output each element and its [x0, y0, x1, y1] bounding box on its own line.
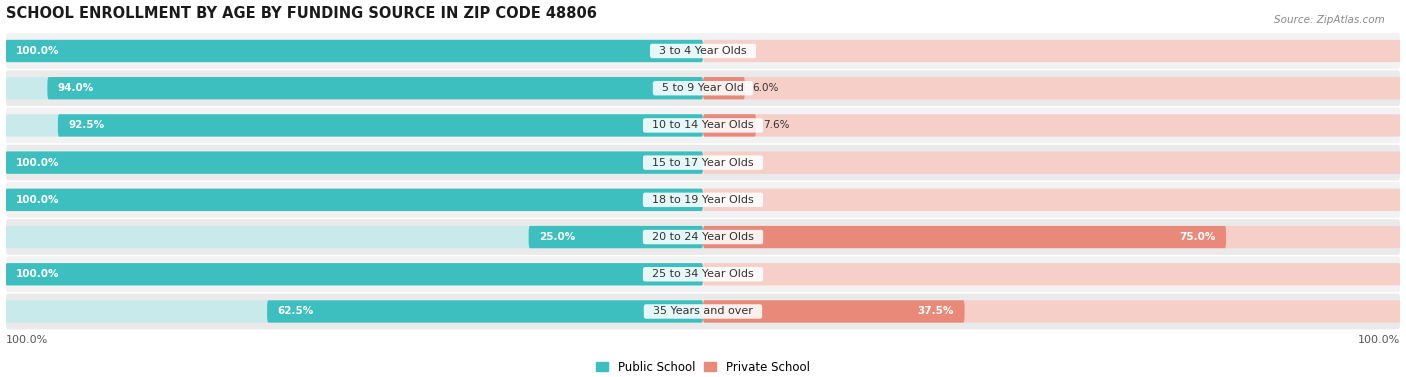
Text: 15 to 17 Year Olds: 15 to 17 Year Olds: [645, 158, 761, 168]
FancyBboxPatch shape: [6, 182, 1400, 218]
Text: 62.5%: 62.5%: [277, 307, 314, 316]
Text: 92.5%: 92.5%: [69, 120, 104, 130]
Text: 100.0%: 100.0%: [15, 195, 59, 205]
FancyBboxPatch shape: [6, 77, 703, 100]
Text: 7.6%: 7.6%: [763, 120, 790, 130]
FancyBboxPatch shape: [6, 33, 1400, 69]
FancyBboxPatch shape: [6, 107, 1400, 143]
Legend: Public School, Private School: Public School, Private School: [596, 361, 810, 374]
Text: 10 to 14 Year Olds: 10 to 14 Year Olds: [645, 120, 761, 130]
FancyBboxPatch shape: [6, 263, 703, 285]
Text: 35 Years and over: 35 Years and over: [647, 307, 759, 316]
FancyBboxPatch shape: [6, 70, 1400, 106]
Text: 25.0%: 25.0%: [538, 232, 575, 242]
FancyBboxPatch shape: [6, 145, 1400, 181]
FancyBboxPatch shape: [703, 114, 1400, 136]
FancyBboxPatch shape: [6, 219, 1400, 255]
FancyBboxPatch shape: [703, 300, 965, 323]
FancyBboxPatch shape: [6, 40, 703, 62]
FancyBboxPatch shape: [6, 188, 703, 211]
Text: 94.0%: 94.0%: [58, 83, 94, 93]
FancyBboxPatch shape: [703, 226, 1226, 248]
FancyBboxPatch shape: [6, 114, 703, 136]
Text: 75.0%: 75.0%: [1180, 232, 1216, 242]
Text: SCHOOL ENROLLMENT BY AGE BY FUNDING SOURCE IN ZIP CODE 48806: SCHOOL ENROLLMENT BY AGE BY FUNDING SOUR…: [6, 6, 596, 21]
FancyBboxPatch shape: [703, 226, 1400, 248]
Text: 100.0%: 100.0%: [1358, 334, 1400, 345]
FancyBboxPatch shape: [6, 263, 703, 285]
FancyBboxPatch shape: [6, 294, 1400, 329]
Text: 100.0%: 100.0%: [6, 334, 48, 345]
FancyBboxPatch shape: [703, 114, 756, 136]
FancyBboxPatch shape: [6, 152, 703, 174]
Text: Source: ZipAtlas.com: Source: ZipAtlas.com: [1274, 15, 1385, 25]
Text: 100.0%: 100.0%: [15, 269, 59, 279]
FancyBboxPatch shape: [703, 188, 1400, 211]
Text: 18 to 19 Year Olds: 18 to 19 Year Olds: [645, 195, 761, 205]
FancyBboxPatch shape: [703, 300, 1400, 323]
FancyBboxPatch shape: [58, 114, 703, 136]
FancyBboxPatch shape: [703, 77, 745, 100]
FancyBboxPatch shape: [703, 40, 1400, 62]
FancyBboxPatch shape: [6, 226, 703, 248]
FancyBboxPatch shape: [6, 300, 703, 323]
FancyBboxPatch shape: [48, 77, 703, 100]
Text: 25 to 34 Year Olds: 25 to 34 Year Olds: [645, 269, 761, 279]
FancyBboxPatch shape: [529, 226, 703, 248]
Text: 6.0%: 6.0%: [752, 83, 778, 93]
FancyBboxPatch shape: [6, 40, 703, 62]
Text: 20 to 24 Year Olds: 20 to 24 Year Olds: [645, 232, 761, 242]
FancyBboxPatch shape: [703, 77, 1400, 100]
FancyBboxPatch shape: [6, 256, 1400, 292]
Text: 3 to 4 Year Olds: 3 to 4 Year Olds: [652, 46, 754, 56]
Text: 100.0%: 100.0%: [15, 158, 59, 168]
FancyBboxPatch shape: [703, 152, 1400, 174]
Text: 37.5%: 37.5%: [918, 307, 955, 316]
FancyBboxPatch shape: [6, 188, 703, 211]
FancyBboxPatch shape: [6, 152, 703, 174]
Text: 100.0%: 100.0%: [15, 46, 59, 56]
FancyBboxPatch shape: [703, 263, 1400, 285]
Text: 5 to 9 Year Old: 5 to 9 Year Old: [655, 83, 751, 93]
FancyBboxPatch shape: [267, 300, 703, 323]
